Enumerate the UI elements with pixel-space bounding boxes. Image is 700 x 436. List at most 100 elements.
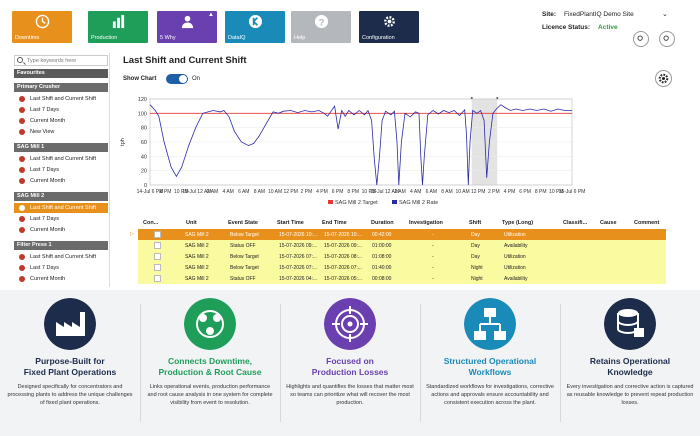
nav-5-why[interactable]: 5 Why ▲ [157,11,217,43]
feature-title: Focused on Production Losses [311,356,389,377]
search-icon [17,57,23,63]
licence-value: Active [598,24,618,31]
clock-icon [19,254,25,260]
user-button[interactable] [633,31,649,47]
event-marker [496,97,499,99]
group-header-sag-mill-2[interactable]: SAG Mill 2 [14,192,108,201]
sidebar-item-label: Last 7 Days [30,216,60,222]
table-row[interactable]: SAG Mill 2 Status OFF 15-07-2026 09:... 15-… [138,240,666,251]
table-row[interactable]: SAG Mill 2 Status OFF 15-07-2026 04:... 15-… [138,273,666,284]
nav-downtime[interactable]: Downtime [12,11,72,43]
y-tick-label: 80 [141,126,147,132]
nav-dataiq[interactable]: DataIQ [225,11,285,43]
sidebar-item[interactable]: New View [14,127,108,137]
x-tick-label: 6 AM [238,189,249,195]
column-header[interactable]: Event State [228,220,258,226]
sidebar-item[interactable]: Current Month [14,225,108,235]
column-header[interactable]: Con... [143,220,159,226]
clock-icon [19,167,25,173]
column-header[interactable]: Classifi... [563,220,588,226]
sidebar-item[interactable]: Last 7 Days [14,105,108,115]
sidebar-item[interactable]: Current Month [14,176,108,186]
table-cell: SAG Mill 2 [185,254,209,260]
person-question-icon [181,15,194,29]
site-value: FixedPlantIQ Demo Site [564,11,634,18]
toggle-state-label: On [192,76,201,82]
column-header[interactable]: Shift [469,220,482,226]
x-tick-label: 15-Jul 12 AM [182,189,211,195]
row-checkbox[interactable] [154,242,161,249]
x-tick-label: 15-Jul 12 AM [370,189,399,195]
nav-configuration[interactable]: Configuration [359,11,419,43]
table-cell: 15-07-2026 09:... [279,243,318,249]
row-checkbox[interactable] [154,275,161,282]
table-cell: SAG Mill 2 [185,232,209,238]
table-cell: 01:40:00 [372,265,392,271]
sidebar-item[interactable]: Last Shift and Current Shift [14,154,108,164]
row-checkbox[interactable] [154,231,161,238]
y-tick-label: 0 [144,183,147,189]
table-cell: 15-07-2026 07:... [324,265,363,271]
database-icon [604,298,656,350]
y-tick-label: 120 [138,97,147,103]
sidebar-item[interactable]: Last Shift and Current Shift [14,252,108,262]
sidebar-item[interactable]: Last 7 Days [14,165,108,175]
column-header[interactable]: Investigation [409,220,443,226]
table-cell: 15-07-2026 07:... [279,254,318,260]
group-header-primary-crusher[interactable]: Primary Crusher [14,83,108,92]
favourites-header: Favourites [14,69,108,78]
gear-icon [658,73,669,84]
table-row[interactable]: SAG Mill 2 Below Target 15-07-2026 07:... 1… [138,262,666,273]
table-cell: SAG Mill 2 [185,265,209,271]
power-button[interactable] [659,31,675,47]
clock-icon [19,96,25,102]
table-cell: Status OFF [230,243,256,249]
sidebar-item-label: New View [30,129,55,135]
x-tick-label: 4 AM [410,189,421,195]
column-header[interactable]: Cause [600,220,617,226]
nav-production[interactable]: Production [88,11,148,43]
column-header[interactable]: Start Time [277,220,304,226]
row-checkbox[interactable] [154,264,161,271]
table-row[interactable]: SAG Mill 2 Below Target 15-07-2026 07:... 1… [138,251,666,262]
sidebar-item-label: Last Shift and Current Shift [30,254,97,260]
show-chart-toggle[interactable] [166,74,188,84]
feature-card: Focused on Production Losses Highlights a… [280,290,420,436]
power-icon [663,35,669,41]
dataiq-icon [248,14,263,29]
sidebar-item[interactable]: Current Month [14,274,108,284]
site-selector[interactable]: Site: FixedPlantIQ Demo Site ⌄ [542,11,668,18]
x-tick-label: 8 AM [254,189,265,195]
column-header[interactable]: Comment [634,220,660,226]
alert-triangle-icon: ▲ [208,12,214,18]
y-tick-label: 60 [141,140,147,146]
column-header[interactable]: Unit [186,220,197,226]
table-row[interactable]: SAG Mill 2 Below Target 15-07-2026 10:... 1… [138,229,666,240]
divider [420,304,421,422]
sidebar-item-label: Current Month [30,178,66,184]
group-header-sag-mill-1[interactable]: SAG Mill 1 [14,143,108,152]
sidebar-item[interactable]: Last Shift and Current Shift [14,94,108,104]
clock-icon [19,178,25,184]
legend-label: SAG Mill 2 Target [335,200,378,206]
sidebar-item[interactable]: Last 7 Days [14,214,108,224]
table-cell: 00:08:00 [372,276,392,282]
table-cell: Utilization [504,232,526,238]
column-header[interactable]: Duration [371,220,394,226]
search-input[interactable]: Type keywords here [14,55,108,66]
nav-help[interactable]: ? Help [291,11,351,43]
sidebar-item[interactable]: Current Month [14,116,108,126]
chart-settings-button[interactable] [655,70,672,87]
feature-card: Structured Operational Workflows Standard… [420,290,560,436]
sidebar-item-selected[interactable]: Last Shift and Current Shift [14,203,108,213]
sidebar-item[interactable]: Last 7 Days [14,263,108,273]
connect-icon [184,298,236,350]
group-header-filter-press-1[interactable]: Filter Press 1 [14,241,108,250]
column-header[interactable]: End Time [322,220,347,226]
table-cell: 15-07-2026 10:... [324,232,363,238]
column-header[interactable]: Type (Long) [502,220,534,226]
divider [140,304,141,422]
row-checkbox[interactable] [154,253,161,260]
row-expand-icon[interactable]: ▷ [130,231,134,237]
